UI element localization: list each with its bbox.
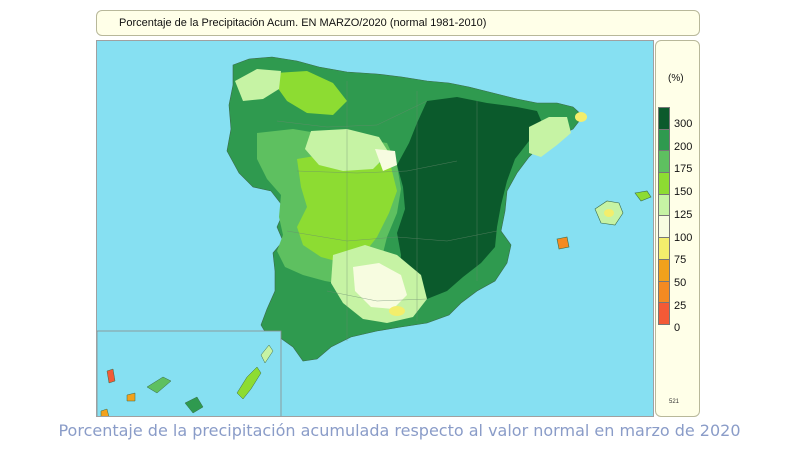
- map-title-box: Porcentaje de la Precipitación Acum. EN …: [96, 10, 700, 36]
- legend-label-25: 25: [674, 299, 687, 312]
- canary-la-palma: [106, 368, 116, 384]
- region-125-northwest: [235, 69, 281, 101]
- legend-swatch-50: [658, 258, 670, 282]
- legend-swatch-175: [658, 150, 670, 174]
- legend-label-100: 100: [674, 231, 693, 244]
- legend-label-150: 150: [674, 186, 693, 199]
- canary-el-hierro: [100, 408, 110, 416]
- precipitation-map-svg: [97, 41, 653, 416]
- canary-gran-canaria: [184, 396, 204, 414]
- province-boundaries: [276, 81, 498, 341]
- map-title: Porcentaje de la Precipitación Acum. EN …: [119, 17, 487, 29]
- legend-panel: (%) 300 200 175 150 125 100 75 50 25 0 521: [655, 40, 700, 417]
- canary-lanzarote: [260, 344, 274, 364]
- legend-swatch-0: [658, 302, 670, 325]
- figure-caption: Porcentaje de la precipitación acumulada…: [58, 421, 741, 440]
- legend-swatch-125: [658, 193, 670, 217]
- canary-la-gomera: [126, 392, 136, 402]
- legend-label-300: 300: [674, 118, 693, 130]
- region-75-southeast: [389, 306, 405, 316]
- region-125-catalonia: [529, 117, 571, 157]
- legend-label-0: 0: [674, 322, 681, 335]
- region-75-catalonia: [575, 112, 587, 122]
- balearic-menorca: [634, 190, 652, 202]
- legend-label-200: 200: [674, 140, 693, 153]
- balearic-mallorca-dry-spot: [604, 209, 614, 217]
- legend-swatch-300: [658, 107, 670, 130]
- legend-label-75: 75: [674, 254, 687, 267]
- region-100-centre: [375, 149, 397, 171]
- canary-fuerteventura: [236, 366, 262, 400]
- legend-swatch-75: [658, 237, 670, 260]
- legend-unit: (%): [668, 73, 684, 84]
- precipitation-map: [96, 40, 654, 417]
- canary-tenerife: [146, 376, 172, 394]
- legend-code: 521: [669, 399, 680, 405]
- region-150-north: [275, 71, 347, 115]
- legend-swatch-200: [658, 128, 670, 152]
- region-100-south: [353, 263, 407, 309]
- balearic-ibiza: [556, 236, 570, 250]
- legend-swatches: [658, 107, 670, 325]
- region-300: [397, 97, 543, 299]
- legend-label-125: 125: [674, 208, 693, 221]
- legend-swatch-150: [658, 172, 670, 195]
- legend-label-175: 175: [674, 163, 693, 176]
- legend-swatch-25: [658, 280, 670, 304]
- legend-swatch-100: [658, 215, 670, 239]
- legend-label-50: 50: [674, 276, 687, 289]
